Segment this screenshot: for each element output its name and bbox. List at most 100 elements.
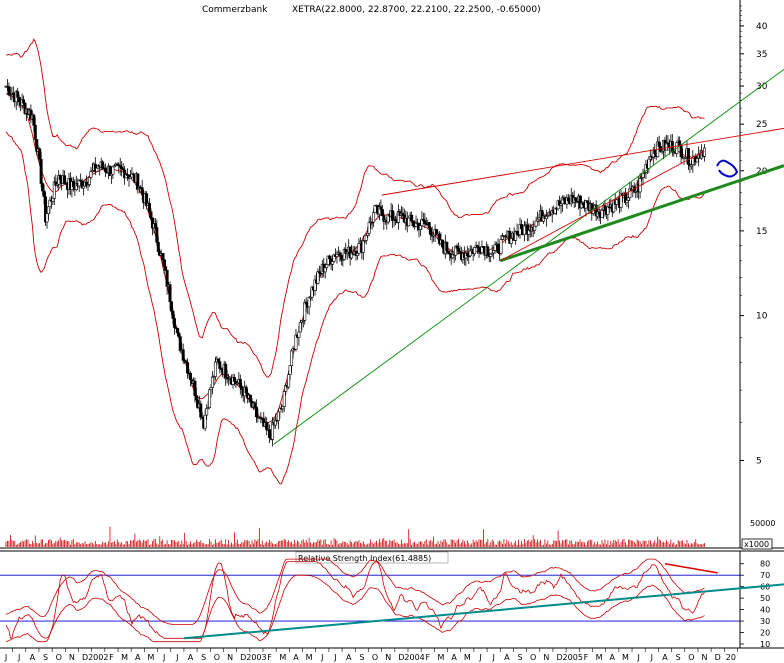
time-tick-label: J xyxy=(491,653,494,662)
rsi-tick-label: 80 xyxy=(760,560,770,569)
volume-scale-box xyxy=(741,538,773,550)
candle-body xyxy=(657,141,661,147)
candle-body xyxy=(41,183,45,192)
candle-body xyxy=(534,220,538,227)
candle-body xyxy=(435,229,439,235)
rsi-trendline xyxy=(183,583,784,640)
candle-body xyxy=(380,209,384,217)
candle-body xyxy=(446,250,450,254)
time-tick-label: F xyxy=(425,653,430,662)
time-tick-label: A xyxy=(188,653,194,662)
candle-body xyxy=(325,264,329,268)
candle-body xyxy=(367,221,371,234)
candle-body xyxy=(149,211,153,219)
candle-body xyxy=(499,239,503,254)
time-tick-label: A xyxy=(504,653,510,662)
candle-body xyxy=(391,210,395,221)
price-axis-ticks: 403530252015105 xyxy=(740,5,768,466)
time-tick-label: J xyxy=(650,653,653,662)
candle-body xyxy=(468,250,472,257)
price-tick-label: 30 xyxy=(756,82,768,92)
time-tick-label: O xyxy=(688,653,694,662)
trendlines xyxy=(273,68,784,445)
chart-title: Commerzbank xyxy=(202,5,268,15)
time-tick-label: J xyxy=(4,653,7,662)
rsi-title-box xyxy=(295,551,449,564)
time-tick-label: 2002 xyxy=(88,653,108,662)
time-tick-label: M xyxy=(148,653,155,662)
time-tick-label: A xyxy=(451,653,457,662)
candle-body xyxy=(253,402,257,408)
candle-body xyxy=(625,199,629,203)
rsi-lower-band xyxy=(5,574,705,643)
time-tick-label: M xyxy=(622,653,629,662)
candle-body xyxy=(51,198,55,202)
candle-body xyxy=(193,380,197,396)
candle-body xyxy=(288,365,292,375)
candle-body xyxy=(162,259,166,267)
candle-body xyxy=(268,429,272,438)
candle-body xyxy=(496,243,500,254)
candle-body xyxy=(445,241,449,252)
time-tick-label: N xyxy=(69,653,75,662)
candle-body xyxy=(71,181,75,188)
candle-body xyxy=(307,297,311,308)
candle-body xyxy=(355,253,359,256)
candle-body xyxy=(379,206,383,210)
candle-body xyxy=(181,349,185,361)
candle-body xyxy=(603,205,607,212)
time-tick-label: A xyxy=(662,653,668,662)
candle-body xyxy=(489,253,493,257)
candle-body xyxy=(364,235,368,241)
candle-body xyxy=(361,240,365,253)
time-tick-label: S xyxy=(676,653,681,662)
candle-body xyxy=(287,374,291,388)
time-tick-label: O xyxy=(56,653,62,662)
candle-body xyxy=(509,238,513,244)
candle-body xyxy=(335,254,339,257)
time-tick-label: S xyxy=(359,653,364,662)
long-trendline xyxy=(273,68,784,445)
candle-body xyxy=(218,361,222,369)
candle-body xyxy=(95,167,99,172)
candle-body xyxy=(691,157,695,165)
time-tick-label: J xyxy=(17,653,20,662)
candle-body xyxy=(276,411,280,421)
time-tick-label: A xyxy=(610,653,616,662)
candle-body xyxy=(244,386,248,394)
time-tick-label: M xyxy=(279,653,286,662)
candle-body xyxy=(111,166,115,175)
candle-body xyxy=(328,255,332,260)
candle-body xyxy=(249,394,253,402)
candle-body xyxy=(653,149,657,154)
candle-body xyxy=(429,227,433,236)
time-tick-label: J xyxy=(320,653,323,662)
candle-body xyxy=(38,148,42,160)
candle-body xyxy=(42,190,46,198)
chart-subtitle: XETRA(22.8000, 22.8700, 22.2100, 22.2500… xyxy=(292,5,541,15)
candle-body xyxy=(473,247,477,254)
candle-body xyxy=(493,244,497,251)
candle-body xyxy=(148,203,152,213)
bollinger-bands xyxy=(5,38,705,485)
candle-body xyxy=(411,220,415,227)
middle-band xyxy=(5,93,705,423)
candle-body xyxy=(189,372,193,381)
volume-scale-label: x1000 xyxy=(744,540,769,549)
time-tick-label: D xyxy=(82,653,88,662)
rsi-tick-label: 50 xyxy=(760,594,770,603)
candle-body xyxy=(597,211,601,215)
rsi-tick-label: 20 xyxy=(760,629,770,638)
candle-body xyxy=(186,362,190,374)
rsi-tick-label: 40 xyxy=(760,606,770,615)
time-axis: J J A S O N D 2002 F M A M J J A S O N D 2003 F M A M J J A S O N D 200… xyxy=(4,648,738,662)
time-tick-label: 2005 xyxy=(563,653,583,662)
candle-body xyxy=(522,225,526,235)
rsi-tick-label: 30 xyxy=(760,617,770,626)
candle-body xyxy=(238,379,242,387)
candle-body xyxy=(626,197,630,201)
candle-body xyxy=(486,246,490,256)
candle-body xyxy=(423,220,427,224)
candle-body xyxy=(533,225,537,231)
candle-body xyxy=(566,197,570,202)
